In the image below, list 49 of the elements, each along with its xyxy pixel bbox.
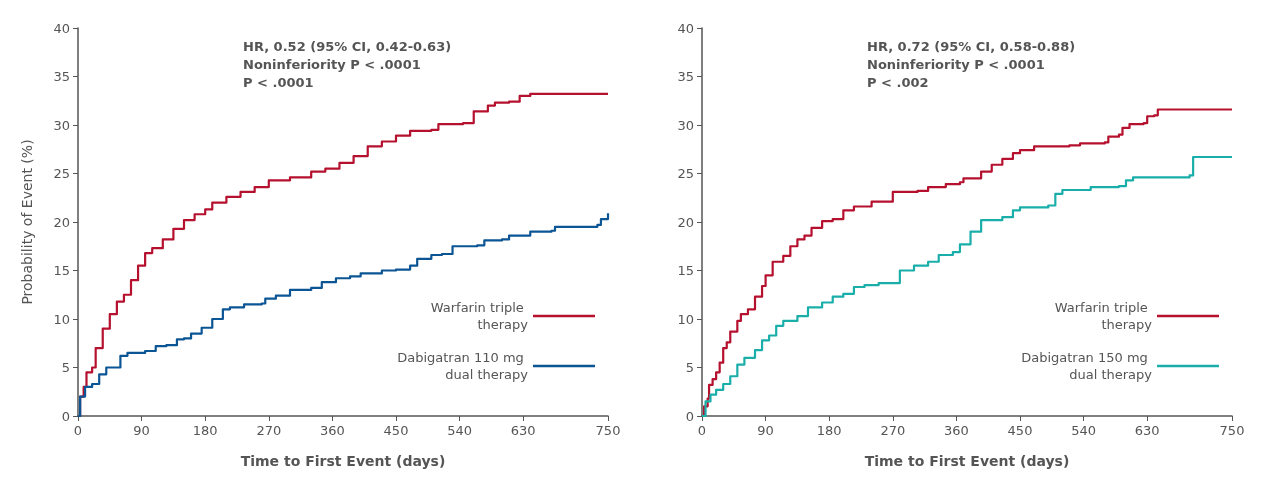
x-tick-label: 0 (697, 423, 707, 438)
annotation: HR, 0.72 (95% CI, 0.58-0.88) (867, 39, 1076, 54)
annotation: P < .002 (867, 75, 929, 90)
annotation: Noninferiority P < .0001 (866, 57, 1045, 72)
x-tick-label: 90 (133, 423, 150, 438)
legend-label: Warfarin triple therapy (1054, 300, 1153, 332)
y-tick-label: 15 (677, 263, 694, 278)
x-tick-label: 90 (757, 423, 774, 438)
x-tick-label: 540 (447, 423, 473, 438)
x-tick-label: 0 (73, 423, 83, 438)
x-tick-label: 630 (1134, 423, 1160, 438)
x-tick-label: 360 (319, 423, 345, 438)
legend-label: Dabigatran 150 mg dual therapy (1021, 350, 1153, 382)
y-tick-label: 30 (677, 117, 694, 133)
x-tick-label: 630 (510, 423, 536, 438)
y-tick-label: 20 (53, 214, 70, 230)
annotation: HR, 0.52 (95% CI, 0.42-0.63) (243, 39, 452, 54)
x-tick-label: 180 (192, 423, 218, 438)
x-tick-label: 450 (1007, 423, 1033, 438)
y-tick-label: 5 (685, 360, 694, 375)
x-tick-label: 360 (943, 423, 969, 438)
y-tick-label: 25 (53, 166, 70, 181)
y-tick-label: 15 (53, 263, 70, 278)
y-tick-label: 10 (53, 311, 70, 327)
y-tick-label: 10 (677, 311, 694, 327)
y-tick-label: 0 (61, 408, 70, 424)
x-tick-label: 450 (383, 423, 409, 438)
y-tick-label: 40 (677, 20, 694, 36)
y-tick-label: 35 (677, 69, 694, 84)
annotation: P < .0001 (243, 75, 314, 90)
y-axis-title: Probability of Event (%) (19, 139, 35, 305)
x-tick-label: 180 (816, 423, 842, 438)
x-axis-title: Time to First Event (days) (240, 453, 446, 469)
x-tick-label: 540 (1071, 423, 1097, 438)
x-tick-label: 270 (880, 423, 906, 438)
x-axis-title: Time to First Event (days) (864, 453, 1070, 469)
y-tick-label: 30 (53, 117, 70, 133)
y-tick-label: 40 (53, 20, 70, 36)
legend-label: Dabigatran 110 mg dual therapy (397, 350, 529, 382)
y-tick-label: 20 (677, 214, 694, 230)
y-tick-label: 0 (685, 408, 694, 424)
x-tick-label: 750 (595, 423, 621, 438)
x-tick-label: 750 (1219, 423, 1245, 438)
y-tick-label: 35 (53, 69, 70, 84)
x-tick-label: 270 (256, 423, 282, 438)
y-tick-label: 25 (677, 166, 694, 181)
legend-label: Warfarin triple therapy (430, 300, 529, 332)
y-tick-label: 5 (61, 360, 70, 375)
annotation: Noninferiority P < .0001 (242, 57, 421, 72)
